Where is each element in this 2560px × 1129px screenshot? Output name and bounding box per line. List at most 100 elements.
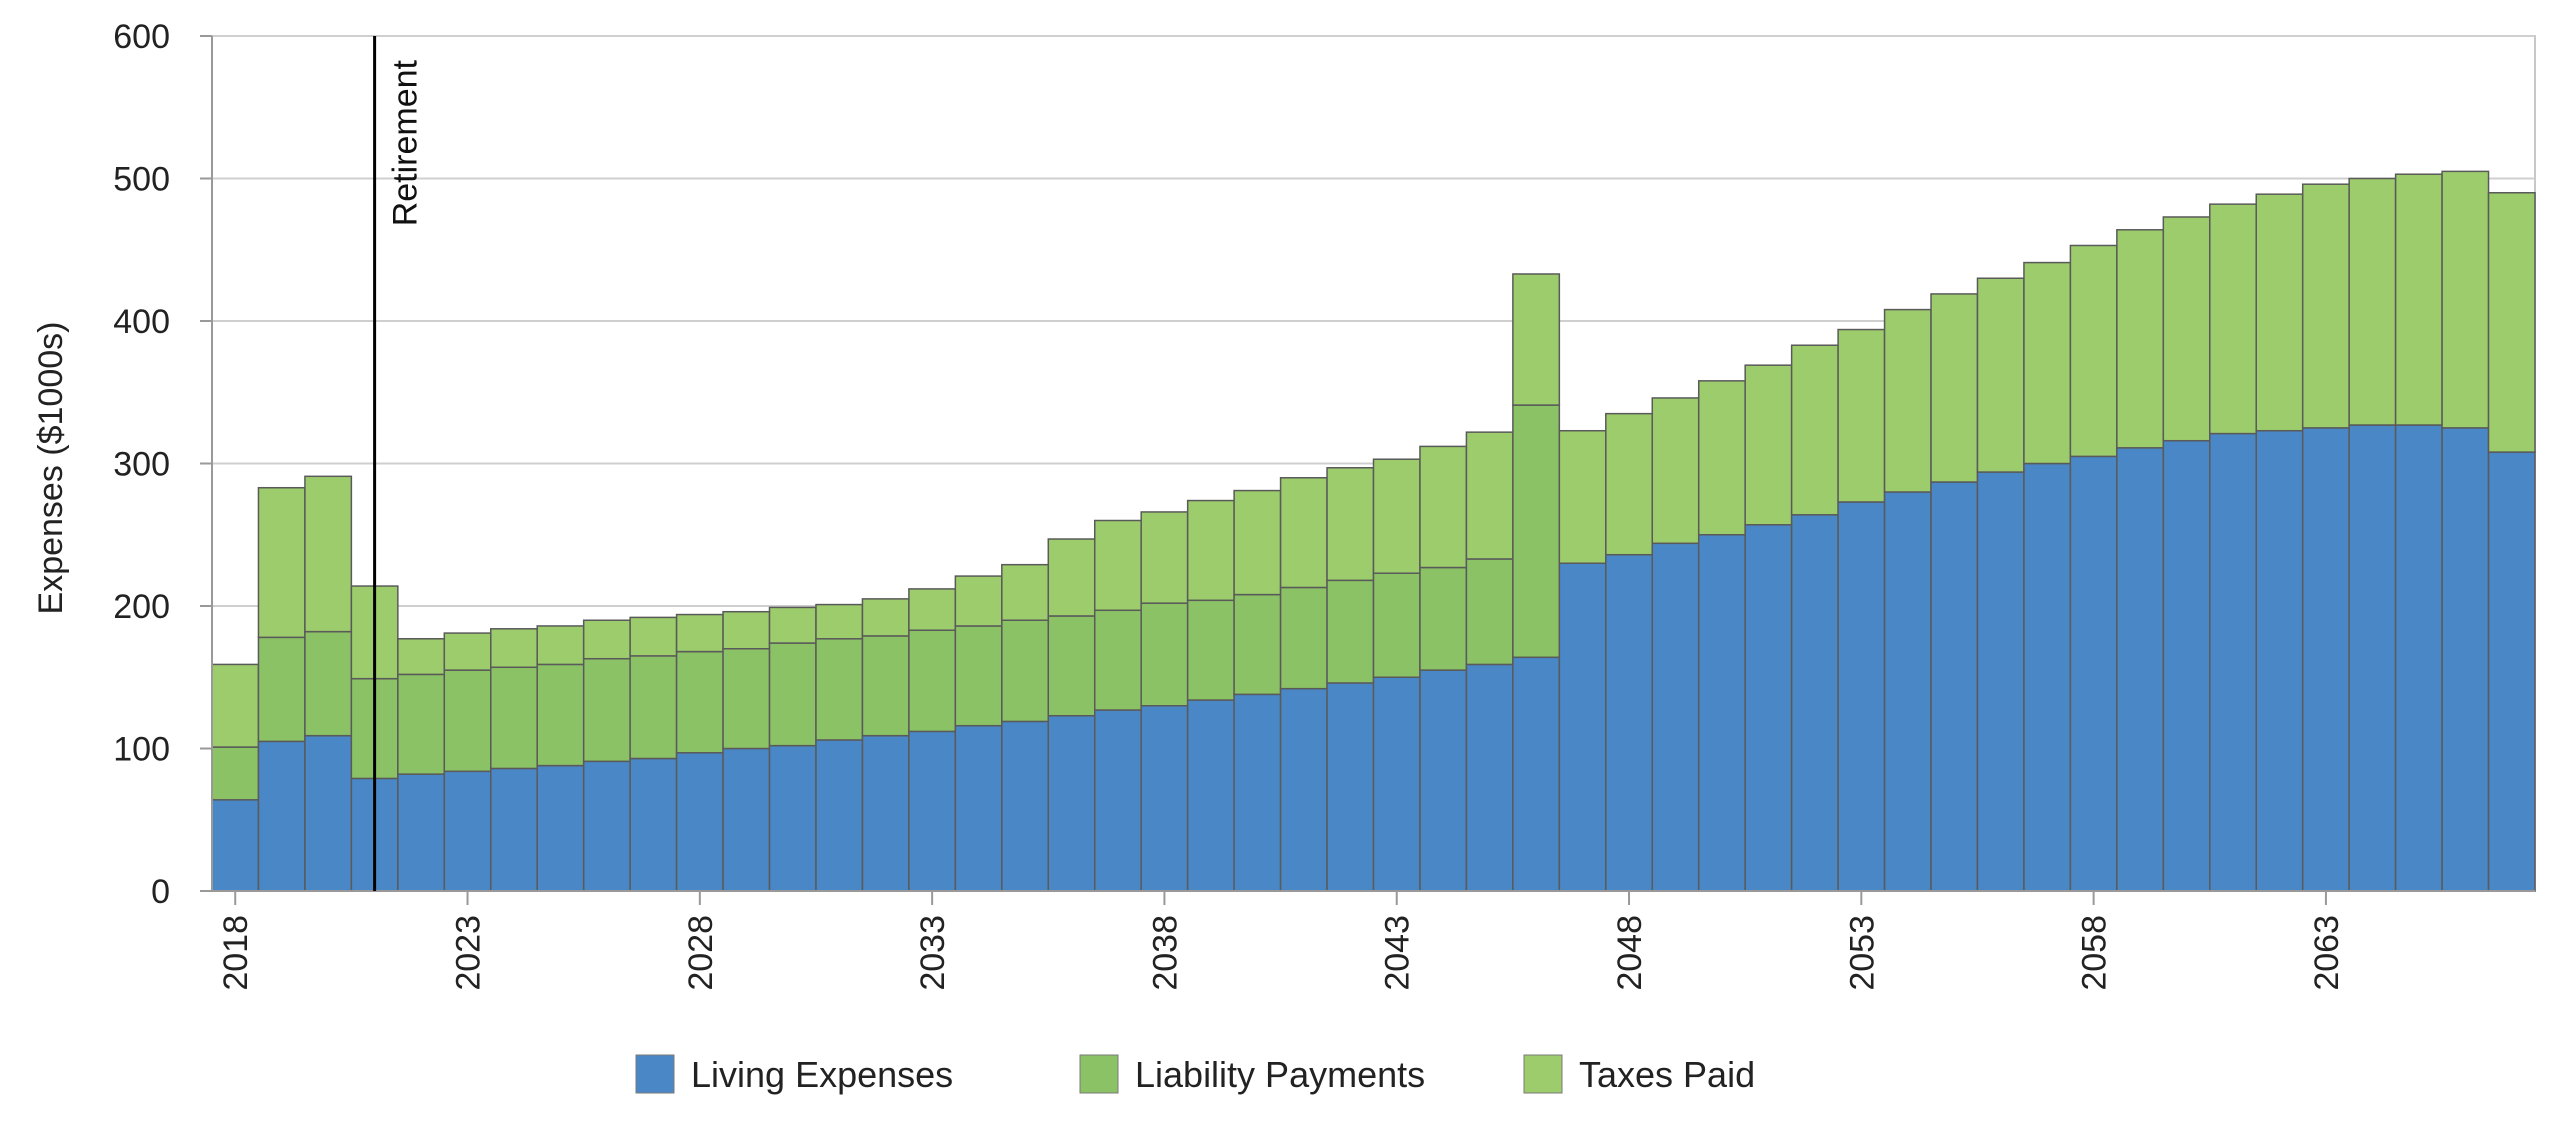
x-tick-label: 2033	[914, 915, 952, 991]
axes: 0 100 200 300 400 500 600 2018 2023 2028 2033 2038 2…	[113, 18, 2535, 991]
bar-segment	[2301, 183, 2350, 429]
bar-segment	[1651, 397, 1700, 545]
bar-segment	[768, 642, 817, 747]
bar-segment	[675, 613, 724, 653]
bar-segment	[1790, 514, 1839, 892]
legend-swatch	[1079, 1054, 1119, 1094]
bar-segment	[443, 770, 492, 892]
bar-segment	[722, 747, 771, 892]
x-tick-label: 2043	[1379, 915, 1417, 991]
bar-segment	[1093, 519, 1142, 612]
bar-segment	[1140, 705, 1189, 892]
bar-segment	[1326, 682, 1375, 892]
bar-segment	[1047, 538, 1096, 617]
bar-segment	[1279, 687, 1328, 892]
bar-segment	[1233, 593, 1282, 696]
bar-segment	[954, 724, 1003, 892]
bar-segment	[536, 663, 585, 767]
bar-segment	[1465, 558, 1514, 666]
y-tick-label: 200	[113, 588, 170, 626]
bar-segment	[1883, 308, 1932, 493]
bar-segment	[1697, 380, 1746, 536]
bar-segment	[1186, 499, 1235, 602]
y-axis-title: Expenses ($1000s)	[32, 322, 70, 615]
bar-segment	[2023, 261, 2072, 465]
y-tick-label: 300	[113, 446, 170, 484]
bar-segment	[2023, 462, 2072, 892]
bar-segment	[1326, 579, 1375, 684]
bar-segment	[1001, 563, 1050, 621]
bar-segment	[582, 619, 631, 660]
y-tick-label: 400	[113, 303, 170, 341]
bar-segment	[1976, 277, 2025, 473]
bar-segment	[1279, 477, 1328, 589]
x-tick-label: 2028	[682, 915, 720, 991]
bar-segment	[443, 632, 492, 671]
bar-segment	[768, 606, 817, 644]
bar-segment	[861, 635, 910, 737]
bar-segment	[1558, 562, 1607, 892]
bar-segment	[1140, 602, 1189, 707]
bar-segment	[1744, 524, 1793, 892]
x-tick-label: 2058	[2076, 915, 2114, 991]
bar-segment	[397, 673, 446, 775]
bar-segment	[908, 730, 957, 892]
bar-segment	[1279, 586, 1328, 690]
bar-segment	[397, 638, 446, 676]
legend-label: Living Expenses	[691, 1054, 953, 1095]
legend-swatch	[635, 1054, 675, 1094]
bar-segment	[443, 669, 492, 773]
bar-segment	[1372, 676, 1421, 892]
bar-segment	[211, 663, 260, 748]
bar-segment	[1326, 467, 1375, 582]
bar-segment	[722, 648, 771, 750]
y-tick-label: 100	[113, 731, 170, 769]
bar-segment	[1233, 489, 1282, 596]
bar-segment	[675, 650, 724, 754]
bar-segment	[954, 575, 1003, 627]
bar-segment	[536, 764, 585, 892]
bar-segment	[2255, 429, 2304, 892]
bar-segment	[2348, 177, 2397, 426]
bar-segment	[861, 598, 910, 637]
bar-segment	[954, 625, 1003, 727]
bar-segment	[861, 734, 910, 892]
bar-segment	[2487, 451, 2536, 892]
bar-segment	[2116, 229, 2165, 449]
bar-segment	[1372, 572, 1421, 678]
bar-segment	[1512, 404, 1561, 659]
bar-segment	[2162, 216, 2211, 442]
bar-segment	[1512, 656, 1561, 892]
bar-segment	[2441, 170, 2490, 429]
bar-segment	[490, 628, 538, 669]
y-tick-label: 0	[151, 873, 170, 911]
bar-segment	[815, 603, 864, 640]
bar-segment	[1186, 699, 1235, 892]
bar-segment	[304, 630, 353, 737]
bar-segment	[1930, 293, 1979, 483]
bar-segment	[1001, 720, 1050, 892]
bar-segment	[2209, 203, 2257, 435]
retirement-label: Retirement	[387, 59, 425, 226]
bar-segment	[1837, 501, 1886, 892]
bar-segment	[1186, 599, 1235, 701]
bar-segment	[1744, 364, 1793, 526]
legend: Living Expenses Liability Payments Taxes P…	[635, 1054, 1755, 1095]
bar-segment	[490, 666, 538, 770]
bar-segment	[1372, 458, 1421, 574]
bar-segment	[1093, 709, 1142, 892]
bar-segment	[1419, 669, 1468, 892]
bar-segment	[2069, 244, 2118, 458]
bar-segment	[2394, 173, 2443, 426]
bar-segment	[2162, 439, 2211, 892]
x-tick-label: 2053	[1843, 915, 1881, 991]
bar-segment	[1930, 481, 1979, 892]
bar-segment	[2394, 424, 2443, 892]
bars	[211, 170, 2536, 892]
bar-segment	[1558, 429, 1607, 565]
bar-segment	[675, 752, 724, 892]
bar-segment	[257, 740, 306, 892]
y-tick-label: 600	[113, 18, 170, 56]
bar-segment	[1837, 328, 1886, 503]
